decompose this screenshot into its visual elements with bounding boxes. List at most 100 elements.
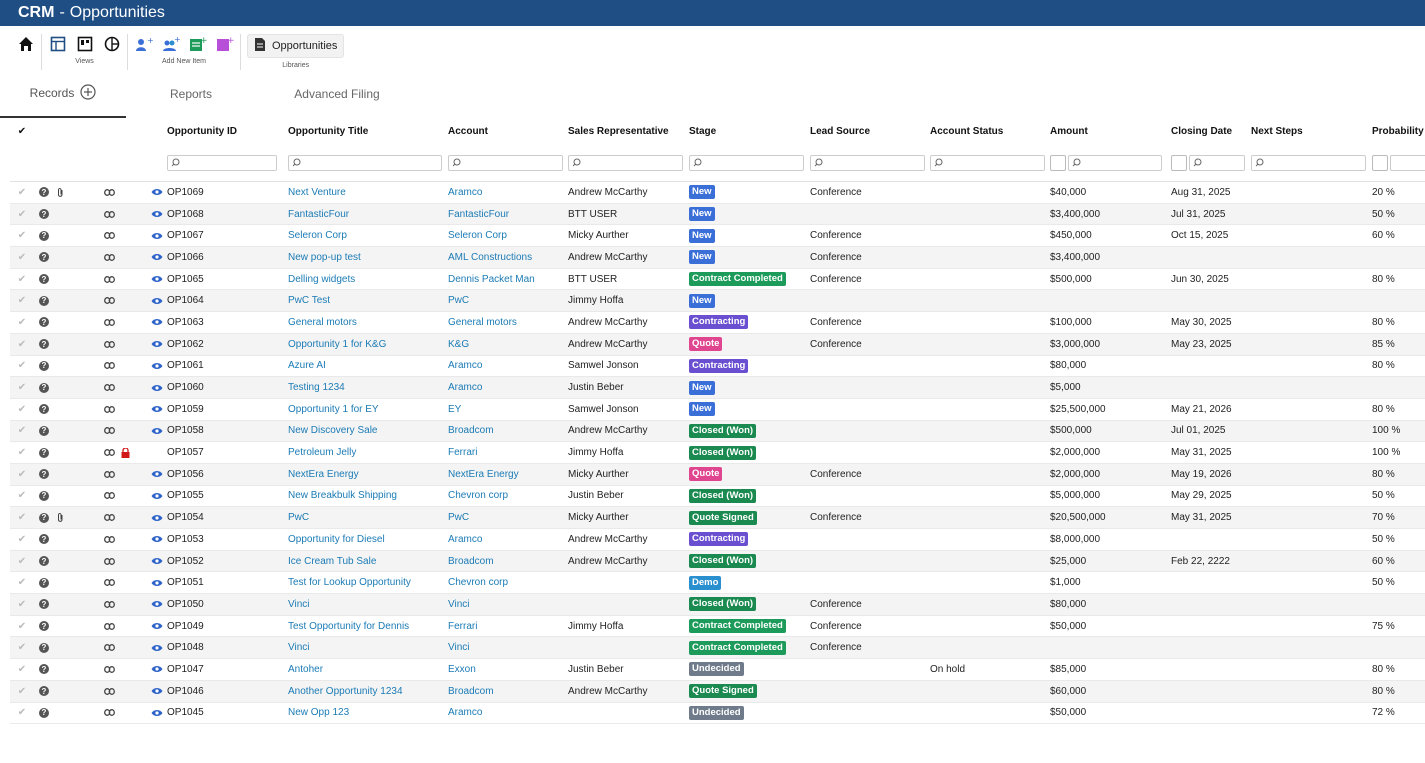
filter-probability-operator[interactable] bbox=[1372, 154, 1388, 171]
help-icon[interactable]: ? bbox=[38, 334, 50, 355]
cell-account[interactable]: Aramco bbox=[448, 382, 483, 394]
help-icon[interactable]: ? bbox=[38, 594, 50, 615]
row-check-icon[interactable]: ✔ bbox=[17, 251, 27, 263]
table-row[interactable]: ✔? OP1065 Delling widgets Dennis Packet Man… bbox=[10, 269, 1425, 291]
help-icon[interactable]: ? bbox=[38, 399, 50, 420]
cell-opportunity-title[interactable]: FantasticFour bbox=[288, 208, 350, 220]
link-icon[interactable] bbox=[102, 269, 116, 290]
view-eye-icon[interactable] bbox=[150, 529, 164, 550]
row-check-icon[interactable]: ✔ bbox=[17, 533, 27, 545]
cell-opportunity-title[interactable]: Opportunity for Diesel bbox=[288, 533, 385, 545]
attachment-icon[interactable] bbox=[55, 507, 65, 528]
table-row[interactable]: ✔? OP1062 Opportunity 1 for K&G K&G Andrew M… bbox=[10, 333, 1425, 356]
col-header-id[interactable]: Opportunity ID bbox=[167, 125, 237, 137]
view-eye-icon[interactable] bbox=[150, 334, 164, 355]
cell-opportunity-title[interactable]: New Breakbulk Shipping bbox=[288, 490, 397, 502]
row-check-icon[interactable]: ✔ bbox=[17, 577, 27, 589]
col-header-amount[interactable]: Amount bbox=[1050, 125, 1088, 137]
cell-opportunity-title[interactable]: Seleron Corp bbox=[288, 230, 347, 242]
filter-amount-operator[interactable] bbox=[1050, 154, 1066, 171]
table-row[interactable]: ✔? OP1067 Seleron Corp Seleron Corp Micky Au… bbox=[10, 225, 1425, 248]
view-eye-icon[interactable] bbox=[150, 659, 164, 680]
cell-account[interactable]: Vinci bbox=[448, 598, 470, 610]
cell-account[interactable]: Ferrari bbox=[448, 447, 478, 459]
cell-account[interactable]: FantasticFour bbox=[448, 208, 510, 220]
row-check-icon[interactable]: ✔ bbox=[17, 663, 27, 675]
table-row[interactable]: ✔? OP1069 Next Venture Aramco Andrew McCarth… bbox=[10, 182, 1425, 204]
link-icon[interactable] bbox=[102, 421, 116, 442]
filter-account-status-input[interactable] bbox=[930, 154, 1045, 171]
cell-opportunity-title[interactable]: Test Opportunity for Dennis bbox=[288, 620, 410, 632]
table-row[interactable]: ✔? OP1051 Test for Lookup Opportunity Chevr… bbox=[10, 572, 1425, 595]
view-eye-icon[interactable] bbox=[150, 377, 164, 398]
view-eye-icon[interactable] bbox=[150, 703, 164, 724]
filter-closing-operator[interactable] bbox=[1171, 154, 1187, 171]
view-eye-icon[interactable] bbox=[150, 204, 164, 225]
table-row[interactable]: ✔? OP1068 FantasticFour FantasticFour BTT US… bbox=[10, 203, 1425, 226]
table-row[interactable]: ✔? OP1055 New Breakbulk Shipping Chevron co… bbox=[10, 486, 1425, 508]
table-row[interactable]: ✔? OP1063 General motors General motors Andr… bbox=[10, 312, 1425, 334]
row-check-icon[interactable]: ✔ bbox=[17, 360, 27, 372]
row-check-icon[interactable]: ✔ bbox=[17, 490, 27, 502]
help-icon[interactable]: ? bbox=[38, 421, 50, 442]
add-form-icon[interactable]: + bbox=[215, 35, 234, 54]
row-check-icon[interactable]: ✔ bbox=[17, 186, 27, 198]
cell-opportunity-title[interactable]: Test for Lookup Opportunity bbox=[288, 577, 411, 589]
help-icon[interactable]: ? bbox=[38, 377, 50, 398]
row-check-icon[interactable]: ✔ bbox=[17, 208, 27, 220]
opportunities-library-button[interactable]: Opportunities bbox=[247, 34, 345, 58]
link-icon[interactable] bbox=[102, 703, 116, 724]
table-row[interactable]: ✔? OP1054 PwC PwC Micky Aurther Quote Signed C… bbox=[10, 507, 1425, 529]
view-eye-icon[interactable] bbox=[150, 356, 164, 377]
add-team-icon[interactable]: + bbox=[161, 35, 180, 54]
link-icon[interactable] bbox=[102, 377, 116, 398]
cell-opportunity-title[interactable]: Opportunity 1 for K&G bbox=[288, 338, 387, 350]
table-row[interactable]: ✔? OP1050 Vinci Vinci Closed (Won) Conference… bbox=[10, 594, 1425, 616]
add-circle-icon[interactable] bbox=[80, 83, 96, 103]
link-icon[interactable] bbox=[102, 399, 116, 420]
attachment-icon[interactable] bbox=[55, 182, 65, 203]
table-row[interactable]: ✔? OP1056 NextEra Energy NextEra Energy Mick… bbox=[10, 463, 1425, 486]
col-header-probability[interactable]: Probability bbox=[1372, 125, 1424, 137]
view-eye-icon[interactable] bbox=[150, 637, 164, 658]
cell-account[interactable]: PwC bbox=[448, 295, 470, 307]
view-eye-icon[interactable] bbox=[150, 572, 164, 593]
help-icon[interactable]: ? bbox=[38, 551, 50, 572]
add-contact-icon[interactable]: + bbox=[134, 35, 153, 54]
help-icon[interactable]: ? bbox=[38, 290, 50, 311]
help-icon[interactable]: ? bbox=[38, 507, 50, 528]
cell-opportunity-title[interactable]: Delling widgets bbox=[288, 273, 356, 285]
table-row[interactable]: ✔? OP1053 Opportunity for Diesel Aramco Andr… bbox=[10, 529, 1425, 551]
col-header-lead[interactable]: Lead Source bbox=[810, 125, 871, 137]
cell-account[interactable]: NextEra Energy bbox=[448, 468, 519, 480]
cell-opportunity-title[interactable]: NextEra Energy bbox=[288, 468, 359, 480]
cell-opportunity-title[interactable]: Ice Cream Tub Sale bbox=[288, 555, 377, 567]
row-check-icon[interactable]: ✔ bbox=[17, 468, 27, 480]
home-icon[interactable] bbox=[16, 35, 35, 54]
table-row[interactable]: ✔? OP1059 Opportunity 1 for EY EY Samwel Jon… bbox=[10, 399, 1425, 421]
help-icon[interactable]: ? bbox=[38, 681, 50, 702]
cell-opportunity-title[interactable]: PwC Test bbox=[288, 295, 331, 307]
cell-account[interactable]: Broadcom bbox=[448, 425, 494, 437]
tab-reports[interactable]: Reports bbox=[126, 70, 256, 118]
cell-account[interactable]: K&G bbox=[448, 338, 470, 350]
help-icon[interactable]: ? bbox=[38, 572, 50, 593]
link-icon[interactable] bbox=[102, 356, 116, 377]
help-icon[interactable]: ? bbox=[38, 486, 50, 507]
cell-account[interactable]: Vinci bbox=[448, 642, 470, 654]
help-icon[interactable]: ? bbox=[38, 247, 50, 268]
help-icon[interactable]: ? bbox=[38, 225, 50, 246]
table-row[interactable]: ✔? OP1049 Test Opportunity for Dennis Ferra… bbox=[10, 616, 1425, 638]
filter-amount-input[interactable] bbox=[1068, 154, 1162, 171]
row-check-icon[interactable]: ✔ bbox=[17, 685, 27, 697]
help-icon[interactable]: ? bbox=[38, 659, 50, 680]
help-icon[interactable]: ? bbox=[38, 442, 50, 463]
cell-account[interactable]: PwC bbox=[448, 512, 470, 524]
filter-stage-input[interactable] bbox=[689, 154, 804, 171]
add-record-icon[interactable]: + bbox=[188, 35, 207, 54]
link-icon[interactable] bbox=[102, 312, 116, 333]
tab-advanced-filing[interactable]: Advanced Filing bbox=[272, 70, 402, 118]
help-icon[interactable]: ? bbox=[38, 529, 50, 550]
row-check-icon[interactable]: ✔ bbox=[17, 316, 27, 328]
cell-account[interactable]: Chevron corp bbox=[448, 490, 509, 502]
